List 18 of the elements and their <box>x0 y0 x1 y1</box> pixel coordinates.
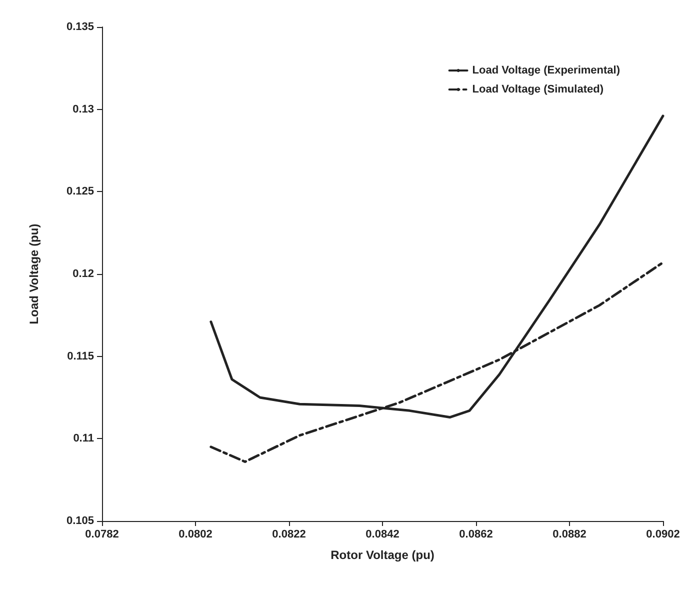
y-tick-label: 0.13 <box>72 103 94 116</box>
x-tick-label: 0.0902 <box>646 528 680 540</box>
legend-label: Load Voltage (Experimental) <box>472 64 620 76</box>
x-tick-label: 0.0842 <box>366 528 400 540</box>
x-tick-label: 0.0822 <box>272 528 306 540</box>
x-tick-label: 0.0802 <box>178 528 212 540</box>
x-tick-label: 0.0862 <box>459 528 493 540</box>
y-tick-label: 0.12 <box>72 268 94 280</box>
x-axis-title: Rotor Voltage (pu) <box>330 548 434 562</box>
y-tick-label: 0.135 <box>66 21 94 33</box>
y-tick-label: 0.11 <box>73 432 94 445</box>
legend-label: Load Voltage (Simulated) <box>472 84 604 96</box>
x-tick-label: 0.0882 <box>552 528 586 540</box>
x-tick-label: 0.0782 <box>85 528 119 540</box>
y-tick-label: 0.125 <box>66 186 94 198</box>
y-tick-label: 0.105 <box>66 515 94 527</box>
y-axis-title: Load Voltage (pu) <box>27 224 41 324</box>
y-tick-label: 0.115 <box>67 350 94 362</box>
